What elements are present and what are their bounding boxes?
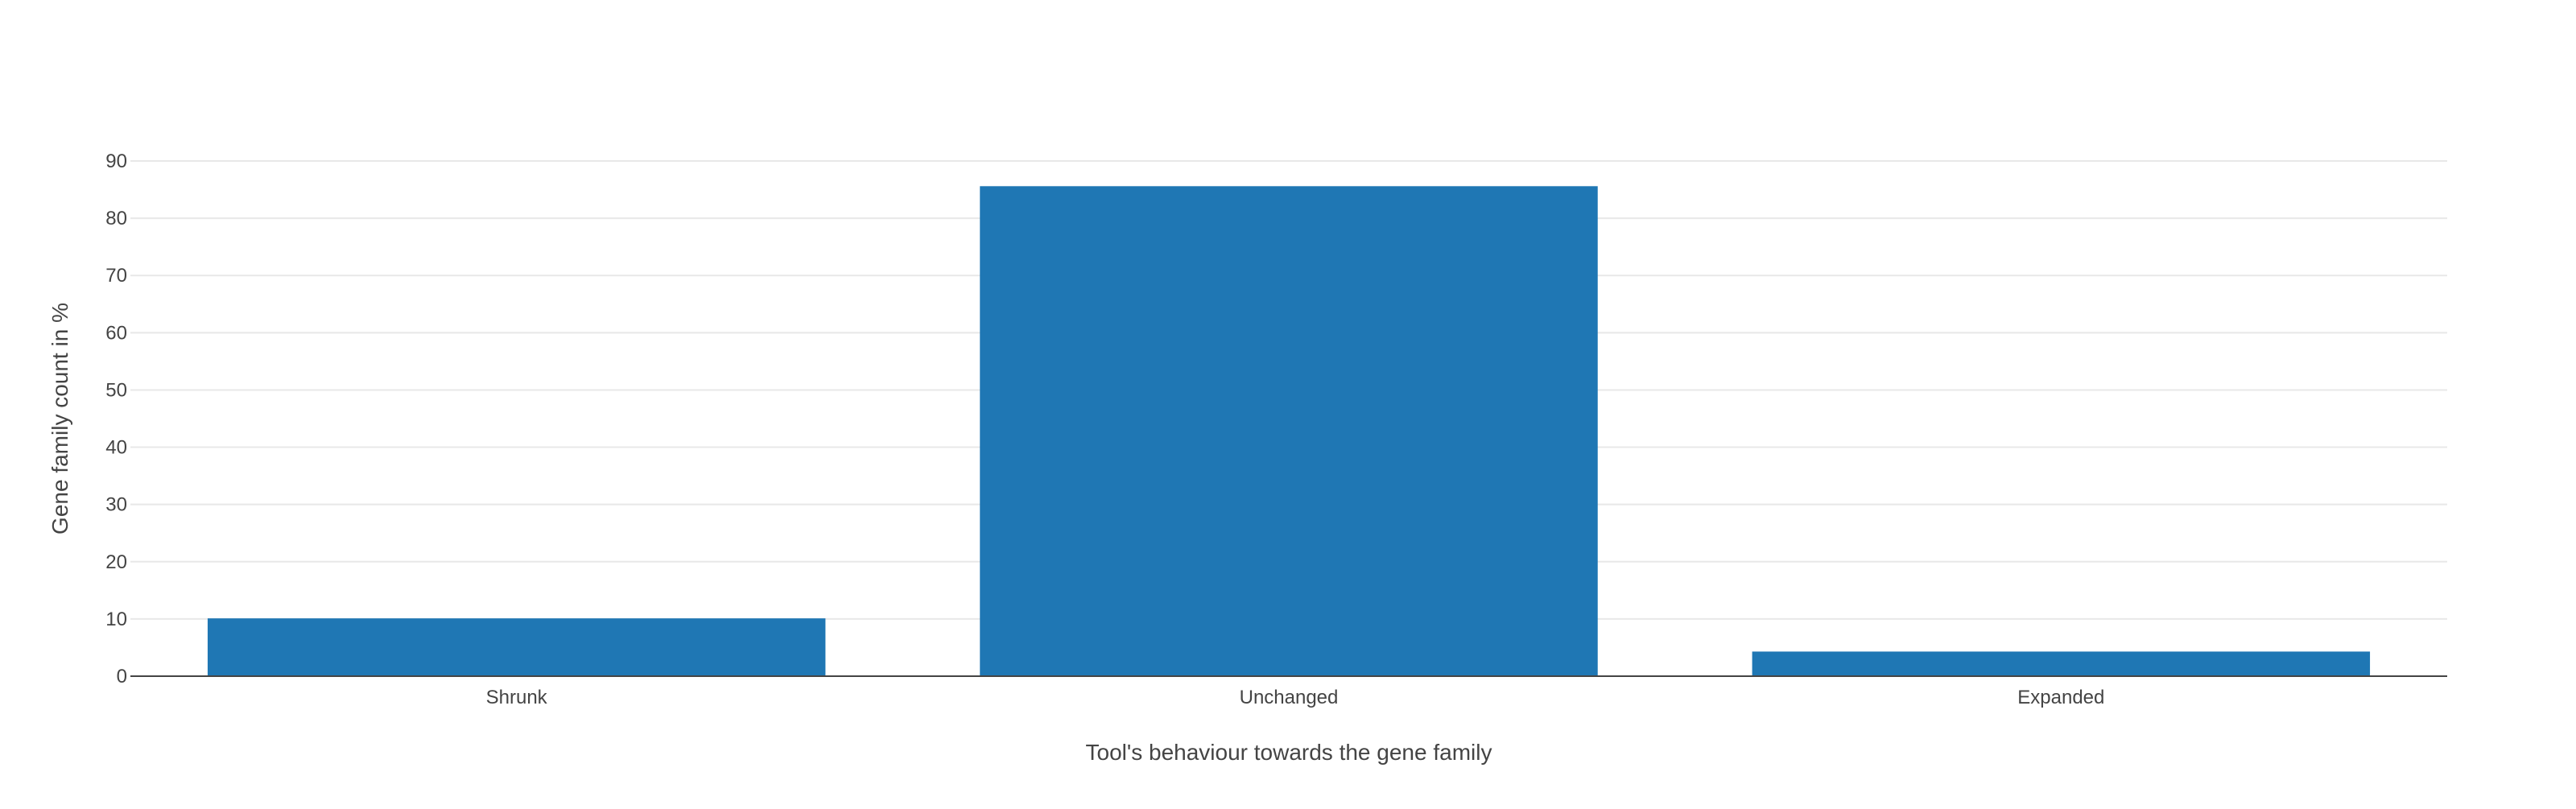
bars: [207, 186, 2371, 677]
x-tick-label: Shrunk: [486, 687, 548, 708]
y-tick-label: 70: [105, 265, 127, 287]
x-axis-title: Tool's behaviour towards the gene family: [1086, 740, 1492, 765]
bar-unchanged[interactable]: [980, 186, 1598, 677]
y-axis-ticks: 0 10 20 30 40 50 60 70 80 90: [105, 151, 127, 687]
x-axis-ticks: Shrunk Unchanged Expanded: [486, 687, 2105, 708]
x-tick-label: Expanded: [2017, 687, 2104, 708]
x-tick-label: Unchanged: [1240, 687, 1339, 708]
y-tick-label: 40: [105, 437, 127, 459]
y-tick-label: 10: [105, 609, 127, 630]
y-tick-label: 30: [105, 494, 127, 516]
y-tick-label: 20: [105, 551, 127, 573]
y-tick-label: 60: [105, 322, 127, 344]
bar-expanded[interactable]: [1752, 651, 2371, 676]
bar-shrunk[interactable]: [207, 618, 826, 676]
y-tick-label: 80: [105, 208, 127, 229]
y-tick-label: 90: [105, 151, 127, 172]
y-tick-label: 0: [117, 666, 127, 687]
y-axis-title: Gene family count in %: [47, 303, 72, 535]
y-tick-label: 50: [105, 379, 127, 401]
